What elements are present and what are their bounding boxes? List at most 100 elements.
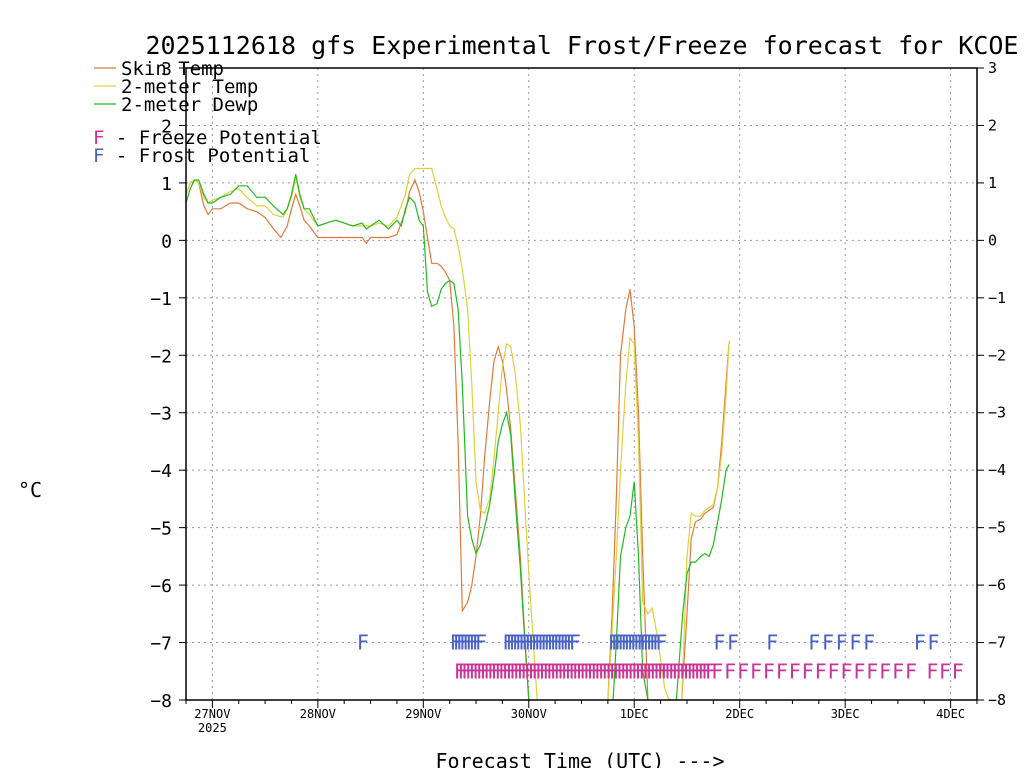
potential-legend-item: F - Frost Potential	[93, 145, 310, 167]
y-tick-label: −7	[150, 634, 172, 655]
freeze-marker: F	[815, 659, 827, 683]
frost-marker: F	[515, 631, 527, 655]
y-tick-label: −2	[150, 346, 172, 367]
frost-marker: F	[502, 631, 514, 655]
freeze-marker: F	[705, 659, 717, 683]
x-tick-sublabel: 2025	[198, 721, 227, 735]
potential-legend-item: F - Freeze Potential	[93, 127, 322, 149]
freeze-marker: F	[520, 659, 532, 683]
freeze-marker: F	[461, 659, 473, 683]
y-tick-label: −5	[150, 519, 172, 540]
x-tick-label: 1DEC	[620, 707, 649, 721]
frost-marker: F	[643, 631, 655, 655]
freeze-marker: F	[638, 659, 650, 683]
freeze-marker: F	[698, 659, 710, 683]
freeze-marker: F	[616, 659, 628, 683]
potential-legend-symbol: F	[93, 127, 104, 149]
frost-marker: F	[646, 631, 658, 655]
frost-marker: F	[556, 631, 568, 655]
frost-marker: F	[544, 631, 556, 655]
y-tick-label: 2	[161, 116, 172, 137]
x-tick-label: 27NOV	[194, 707, 230, 721]
y-tick-label-right: −5	[988, 519, 1006, 537]
x-tick-label: 4DEC	[936, 707, 965, 721]
freeze-marker: F	[561, 659, 573, 683]
frost-marker: F	[559, 631, 571, 655]
frost-marker: F	[713, 631, 725, 655]
freeze-marker: F	[598, 659, 610, 683]
freeze-marker: F	[576, 659, 588, 683]
freeze-marker: F	[672, 659, 684, 683]
frost-marker: F	[569, 631, 581, 655]
freeze-marker: F	[711, 659, 723, 683]
frost-marker: F	[766, 631, 778, 655]
freeze-marker: F	[675, 659, 687, 683]
potential-legend-text: - Frost Potential	[104, 145, 310, 167]
freeze-marker: F	[594, 659, 606, 683]
freeze-marker: F	[487, 659, 499, 683]
y-tick-label: −3	[150, 404, 172, 425]
freeze-marker: F	[683, 659, 695, 683]
frost-marker: F	[927, 631, 939, 655]
freeze-marker: F	[494, 659, 506, 683]
freeze-marker: F	[789, 659, 801, 683]
series-skin-temp-2dec	[681, 340, 730, 700]
y-axis-label: °C	[18, 478, 42, 502]
freeze-marker: F	[587, 659, 599, 683]
y-tick-label: −6	[150, 576, 172, 597]
frost-marker: F	[808, 631, 820, 655]
freeze-marker: F	[892, 659, 904, 683]
freeze-marker: F	[828, 659, 840, 683]
y-tick-label-right: −3	[988, 404, 1006, 422]
freeze-marker: F	[550, 659, 562, 683]
freeze-marker: F	[668, 659, 680, 683]
y-tick-label-right: −4	[988, 461, 1006, 479]
potential-legend-text: - Freeze Potential	[104, 127, 321, 149]
legend-label: 2-meter Dewp	[121, 94, 258, 116]
freeze-marker: F	[646, 659, 658, 683]
freeze-marker: F	[679, 659, 691, 683]
y-tick-label-right: −8	[988, 691, 1006, 709]
freeze-marker: F	[690, 659, 702, 683]
frost-marker: F	[630, 631, 642, 655]
frost-marker: F	[462, 631, 474, 655]
x-tick-label: 30NOV	[511, 707, 547, 721]
y-tick-label: 3	[161, 59, 172, 80]
freeze-marker: F	[546, 659, 558, 683]
series-skin-temp	[186, 178, 530, 700]
freeze-marker: F	[531, 659, 543, 683]
freeze-marker: F	[650, 659, 662, 683]
y-tick-label: −4	[150, 461, 172, 482]
freeze-marker: F	[498, 659, 510, 683]
freeze-marker: F	[879, 659, 891, 683]
freeze-marker: F	[502, 659, 514, 683]
freeze-marker: F	[701, 659, 713, 683]
freeze-marker: F	[624, 659, 636, 683]
freeze-marker: F	[480, 659, 492, 683]
freeze-marker: F	[664, 659, 676, 683]
frost-marker: F	[849, 631, 861, 655]
frost-marker: F	[563, 631, 575, 655]
freeze-marker: F	[491, 659, 503, 683]
frost-marker: F	[525, 631, 537, 655]
freeze-marker: F	[763, 659, 775, 683]
freeze-marker: F	[653, 659, 665, 683]
freeze-marker: F	[476, 659, 488, 683]
freeze-marker: F	[539, 659, 551, 683]
frost-marker: F	[624, 631, 636, 655]
y-tick-label-right: −7	[988, 634, 1006, 652]
freeze-marker: F	[568, 659, 580, 683]
frost-marker: F	[617, 631, 629, 655]
freeze-marker: F	[724, 659, 736, 683]
frost-marker: F	[537, 631, 549, 655]
frost-marker: F	[509, 631, 521, 655]
freeze-marker: F	[737, 659, 749, 683]
frost-marker: F	[611, 631, 623, 655]
freeze-marker: F	[458, 659, 470, 683]
series-skin-temp-1dec	[607, 289, 649, 700]
frost-marker: F	[547, 631, 559, 655]
freeze-marker: F	[905, 659, 917, 683]
frost-marker: F	[469, 631, 481, 655]
